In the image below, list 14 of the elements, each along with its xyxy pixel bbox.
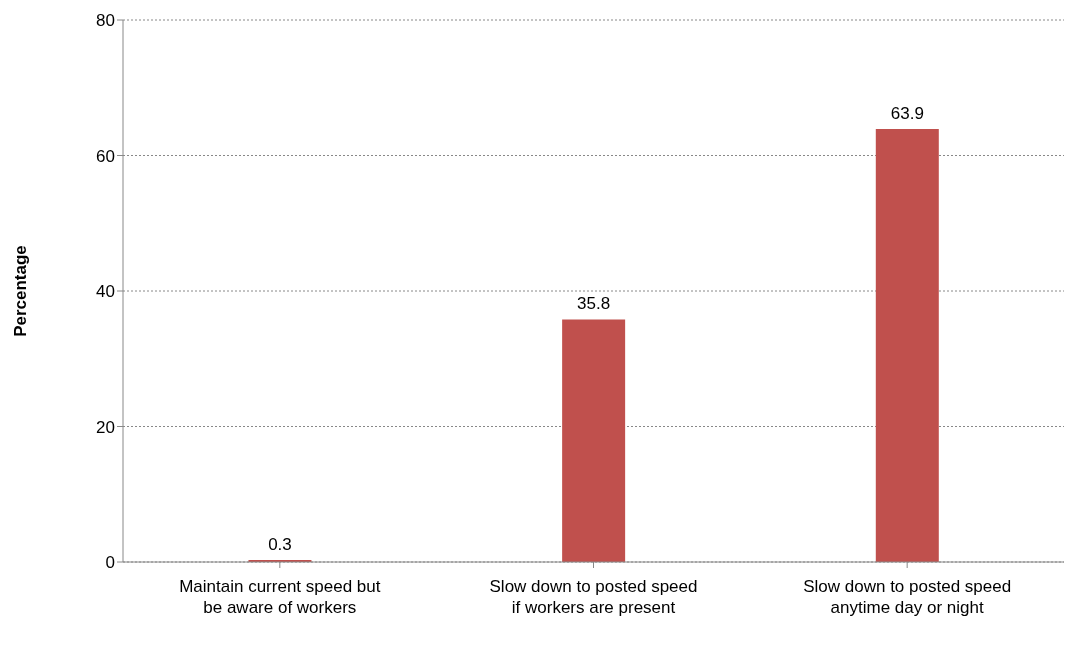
data-label: 63.9 bbox=[890, 104, 924, 124]
y-axis-title: Percentage bbox=[11, 245, 31, 337]
x-tick-label: Slow down to posted speed anytime day or night bbox=[803, 577, 1012, 617]
y-tick-label: 0 bbox=[105, 553, 115, 573]
bar bbox=[562, 319, 626, 562]
y-tick-label: 80 bbox=[96, 11, 115, 31]
data-label: 0.3 bbox=[268, 534, 292, 554]
bar bbox=[875, 129, 939, 562]
x-tick-label: Slow down to posted speed if workers are present bbox=[489, 577, 698, 617]
data-label: 35.8 bbox=[577, 294, 611, 314]
y-tick-label: 40 bbox=[96, 282, 115, 302]
y-tick-label: 60 bbox=[96, 146, 115, 166]
y-tick-label: 20 bbox=[96, 417, 115, 437]
x-tick-label: Maintain current speed but be aware of workers bbox=[179, 577, 381, 617]
